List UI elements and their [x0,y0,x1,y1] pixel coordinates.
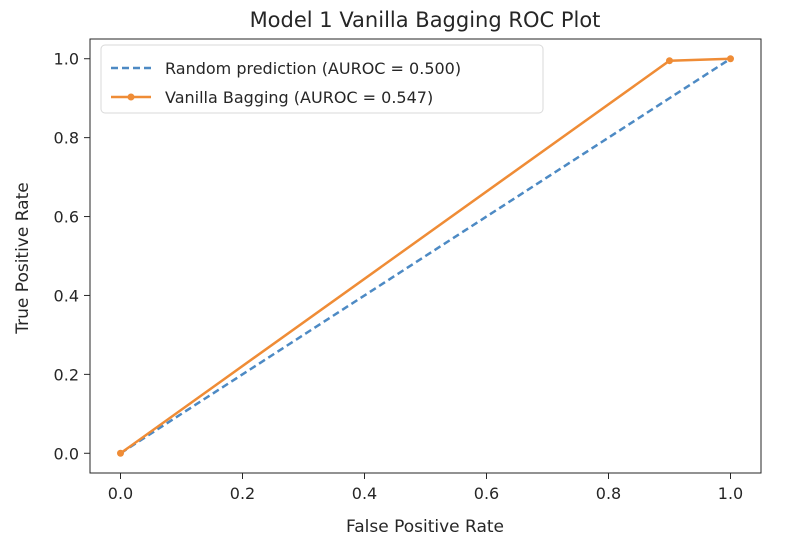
y-tick-label: 0.8 [54,129,79,148]
x-axis-label: False Positive Rate [346,517,504,537]
data-point-vanilla-bagging [666,57,673,65]
y-tick-label: 0.2 [54,365,79,384]
data-point-vanilla-bagging [117,449,124,457]
y-tick-label: 0.6 [54,208,79,227]
y-tick-label: 0.4 [54,286,79,305]
series-line-random-prediction [119,57,732,455]
x-tick-label: 1.0 [718,484,743,503]
y-tick-label: 1.0 [54,50,79,69]
legend-label-vanilla-bagging: Vanilla Bagging (AUROC = 0.547) [165,88,433,107]
data-point-vanilla-bagging [727,55,734,63]
legend-label-random-prediction: Random prediction (AUROC = 0.500) [165,59,461,78]
x-tick-label: 0.4 [352,484,377,503]
x-tick-label: 0.6 [474,484,499,503]
x-tick-label: 0.8 [596,484,621,503]
plot-frame [89,38,762,474]
legend: Random prediction (AUROC = 0.500) Vanill… [100,44,544,114]
x-tick-label: 0.2 [230,484,255,503]
y-tick-label: 0.0 [54,444,79,463]
legend-marker-vanilla-bagging [127,93,135,101]
chart-title: Model 1 Vanilla Bagging ROC Plot [250,8,601,32]
legend-box [100,44,544,114]
y-axis-label: True Positive Rate [13,182,33,334]
plot-lines [117,55,734,457]
axis-ticks: 0.0 0.2 0.4 0.6 0.8 1.0 0.0 0.2 0.4 0.6 0.8 1.0 [54,50,744,503]
x-tick-label: 0.0 [108,484,133,503]
